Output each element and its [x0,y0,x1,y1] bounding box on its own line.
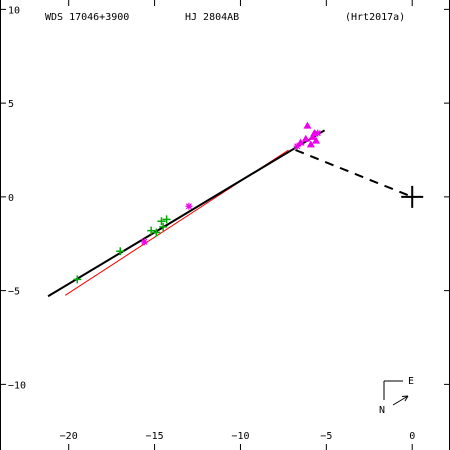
triangle-point [296,138,305,146]
triangle-point [312,136,321,144]
triangle-point [301,134,310,142]
compass: N E [379,376,414,416]
compass-arrow-head [401,395,409,402]
star-point [185,202,193,210]
compass-north-label: N [379,405,385,416]
x-tick-label: 0 [409,431,415,442]
compass-east-label: E [408,376,414,387]
cross-point [116,247,125,256]
y-tick-label: 5 [8,99,14,110]
cross-point [152,228,161,237]
data-marks [73,121,424,284]
triangle-point [306,140,315,148]
triangle-point [310,129,319,137]
y-tick-label: 0 [8,193,14,204]
plot-lines [47,129,413,298]
primary-marker [401,185,424,208]
cross-point [162,215,171,224]
fit-line [47,129,326,298]
star-point [314,129,322,137]
cross-point [147,226,156,235]
triangle-point [303,121,312,129]
x-tick-label: −10 [231,431,249,442]
header-left: WDS 17046+3900 [45,12,129,23]
cross-point [159,222,168,231]
y-tick-label: 10 [8,5,20,16]
star-point [140,238,148,246]
compass-arrow [392,395,409,406]
x-tick-label: −20 [60,431,78,442]
connector-line [295,149,413,198]
y-tick-label: −10 [8,380,26,391]
x-tick-label: −15 [146,431,164,442]
y-tick-label: −5 [8,287,20,298]
header-center: HJ 2804AB [185,12,239,23]
cross-point [73,275,82,284]
star-point [293,142,301,150]
header-right: (Hrt2017a) [345,12,405,23]
triangle-point [308,132,317,140]
x-tick-label: −5 [320,431,332,442]
cross-point [157,217,166,226]
